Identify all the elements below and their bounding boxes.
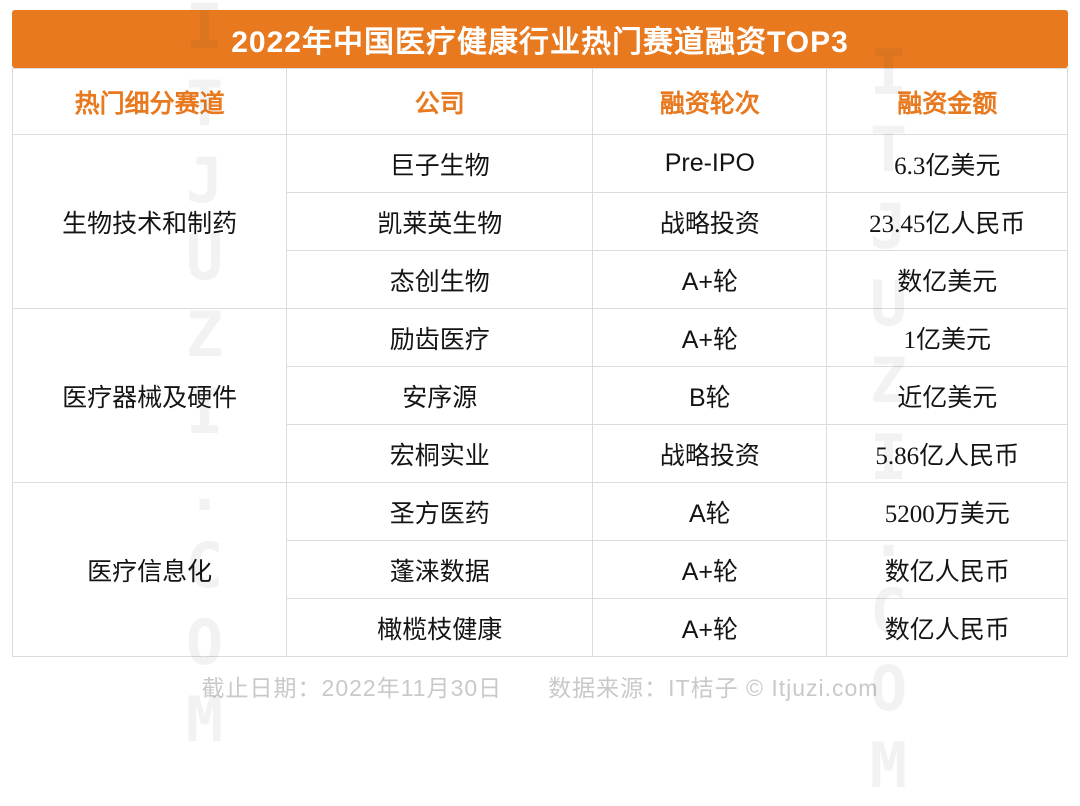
round-cell: A+轮 <box>592 540 828 599</box>
table-row: 蓬涞数据 A+轮 数亿人民币 <box>13 540 1068 599</box>
round-cell: 战略投资 <box>592 424 828 483</box>
col-header-track: 热门细分赛道 <box>11 68 288 135</box>
footer-deadline-label: 截止日期： <box>201 675 322 701</box>
title-banner: 2022年中国医疗健康行业热门赛道融资TOP3 <box>12 10 1068 68</box>
table-row: 凯莱英生物 战略投资 23.45亿人民币 <box>13 192 1068 251</box>
infographic-page: 2022年中国医疗健康行业热门赛道融资TOP3 热门细分赛道 公司 融资轮次 融… <box>11 0 1068 806</box>
company-cell: 橄榄枝健康 <box>286 598 594 657</box>
col-header-amount: 融资金额 <box>826 68 1068 135</box>
amount-cell: 数亿人民币 <box>826 598 1068 657</box>
table-row: 医疗器械及硬件 励齿医疗 A+轮 1亿美元 <box>11 308 1068 483</box>
amount-cell: 23.45亿人民币 <box>826 192 1068 251</box>
footer-source-label: 数据来源： <box>548 675 669 701</box>
company-cell: 励齿医疗 <box>286 308 594 367</box>
company-cell: 凯莱英生物 <box>286 192 594 251</box>
amount-cell: 近亿美元 <box>826 366 1068 425</box>
amount-cell: 数亿美元 <box>826 250 1068 309</box>
table-header-row: 热门细分赛道 公司 融资轮次 融资金额 <box>11 68 1068 135</box>
table-row: 医疗信息化 圣方医药 A轮 5200万美元 <box>11 482 1068 657</box>
company-cell: 安序源 <box>286 366 594 425</box>
amount-cell: 6.3亿美元 <box>826 134 1068 193</box>
round-cell: A轮 <box>592 482 828 541</box>
round-cell: A+轮 <box>592 250 828 309</box>
footer-deadline: 截止日期：2022年11月30日 <box>202 669 503 703</box>
company-cell: 宏桐实业 <box>286 424 594 483</box>
footer: 截止日期：2022年11月30日 数据来源：IT桔子 © Itjuzi.com <box>12 657 1068 715</box>
round-cell: A+轮 <box>592 308 828 367</box>
track-cell: 生物技术和制药 <box>11 134 288 309</box>
table-row: 生物技术和制药 巨子生物 Pre-IPO 6.3亿美元 <box>11 134 1068 309</box>
financing-table: 热门细分赛道 公司 融资轮次 融资金额 生物技术和制药 巨子生物 Pre-IPO… <box>11 68 1068 657</box>
col-header-company: 公司 <box>286 68 594 135</box>
round-cell: Pre-IPO <box>592 134 828 193</box>
footer-deadline-value: 2022年11月30日 <box>321 675 503 701</box>
round-cell: 战略投资 <box>592 192 828 251</box>
page-title: 2022年中国医疗健康行业热门赛道融资TOP3 <box>231 26 849 59</box>
company-cell: 态创生物 <box>286 250 594 309</box>
company-cell: 蓬涞数据 <box>286 540 594 599</box>
table-row: 橄榄枝健康 A+轮 数亿人民币 <box>13 598 1068 657</box>
company-cell: 圣方医药 <box>286 482 594 541</box>
amount-cell: 数亿人民币 <box>826 540 1068 599</box>
amount-cell: 5.86亿人民币 <box>826 424 1068 483</box>
company-cell: 巨子生物 <box>286 134 594 193</box>
amount-cell: 5200万美元 <box>826 482 1068 541</box>
table-row: 宏桐实业 战略投资 5.86亿人民币 <box>13 424 1068 483</box>
track-cell: 医疗信息化 <box>11 482 288 657</box>
round-cell: A+轮 <box>592 598 828 657</box>
round-cell: B轮 <box>592 366 828 425</box>
footer-source-value: IT桔子 © Itjuzi.com <box>668 675 879 701</box>
footer-source: 数据来源：IT桔子 © Itjuzi.com <box>548 669 878 703</box>
col-header-round: 融资轮次 <box>592 68 828 135</box>
amount-cell: 1亿美元 <box>826 308 1068 367</box>
track-cell: 医疗器械及硬件 <box>11 308 288 483</box>
